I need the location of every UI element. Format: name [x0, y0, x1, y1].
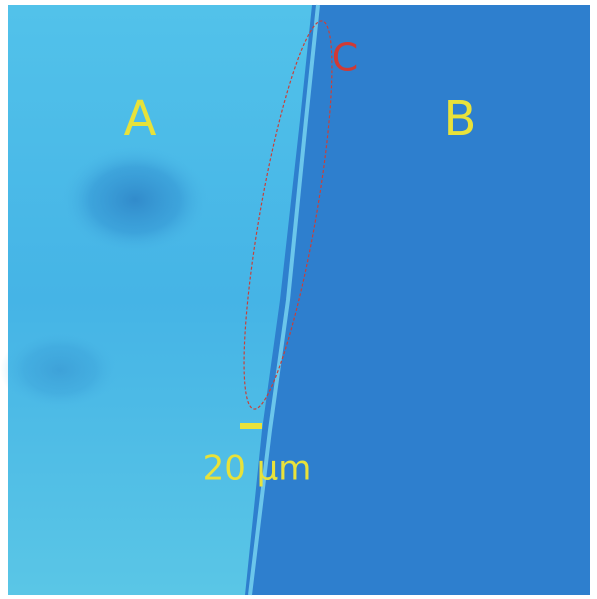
label-b: B	[444, 91, 477, 147]
label-c: C	[332, 36, 359, 80]
label-a: A	[124, 91, 157, 147]
dark-patch	[0, 330, 120, 410]
scale-bar-label: 20 µm	[203, 449, 312, 489]
scale-bar	[240, 423, 262, 429]
micrograph: A B C 20 µm	[0, 0, 597, 599]
dark-blob	[60, 145, 210, 255]
